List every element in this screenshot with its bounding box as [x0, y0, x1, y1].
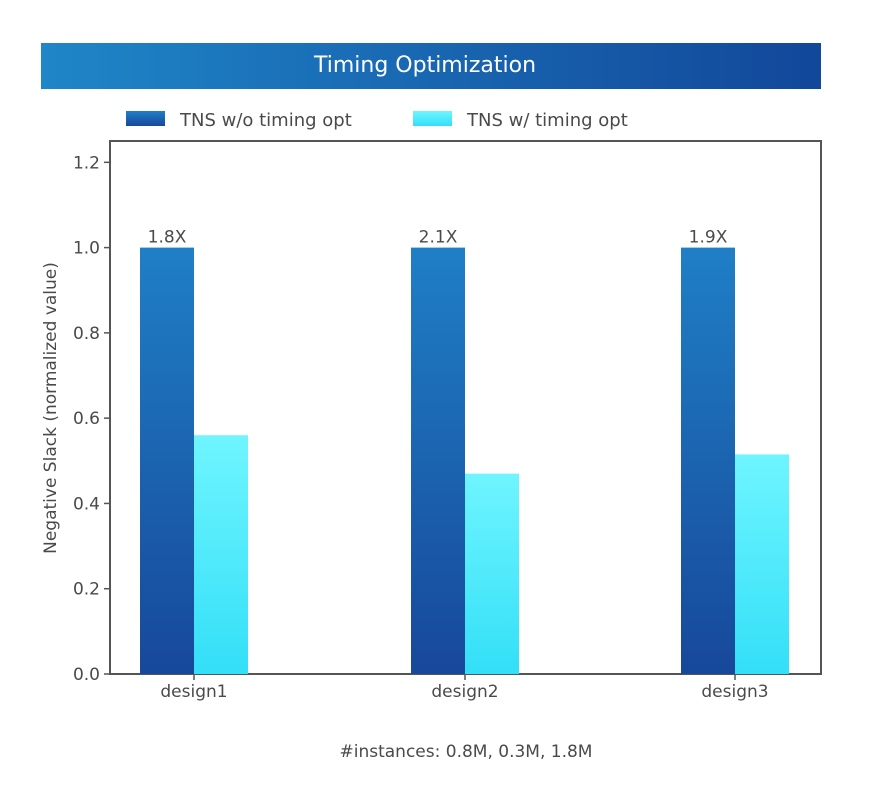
legend-swatch-without-opt: [126, 111, 165, 126]
bar-design3-without-opt: [681, 247, 735, 674]
legend-swatch-with-opt: [413, 111, 452, 126]
x-tick-label-design1: design1: [160, 682, 227, 702]
instances-footnote: #instances: 0.8M, 0.3M, 1.8M: [340, 742, 593, 762]
y-tick-label: 0.4: [73, 494, 100, 514]
y-tick-label: 0.8: [73, 324, 100, 344]
bar-design2-without-opt: [411, 247, 465, 674]
x-tick-label-design3: design3: [701, 682, 768, 702]
bar-design3-with-opt: [735, 454, 789, 674]
y-tick-label: 1.0: [73, 239, 100, 259]
y-tick-label: 0.0: [73, 665, 100, 685]
bar-design1-without-opt: [140, 247, 194, 674]
legend-label-without-opt: TNS w/o timing opt: [179, 110, 352, 131]
title-banner: [41, 43, 821, 89]
bar-design1-with-opt: [194, 435, 248, 674]
y-tick-label: 0.2: [73, 580, 100, 600]
y-tick-label: 1.2: [73, 153, 100, 173]
chart-title: Timing Optimization: [313, 53, 536, 78]
y-axis-title: Negative Slack (normalized value): [41, 262, 61, 554]
speedup-label-design3: 1.9X: [689, 228, 728, 248]
legend: TNS w/o timing opt TNS w/ timing opt: [126, 110, 628, 131]
y-tick-label: 0.6: [73, 409, 100, 429]
bar-design2-with-opt: [465, 473, 519, 674]
x-tick-label-design2: design2: [431, 682, 498, 702]
speedup-label-design1: 1.8X: [148, 228, 187, 248]
legend-label-with-opt: TNS w/ timing opt: [466, 110, 628, 131]
speedup-label-design2: 2.1X: [419, 228, 458, 248]
plot-area: 0.0 0.2 0.4 0.6 0.8 1.0 1.2 1.8X design1 2.1X desi…: [73, 140, 822, 702]
